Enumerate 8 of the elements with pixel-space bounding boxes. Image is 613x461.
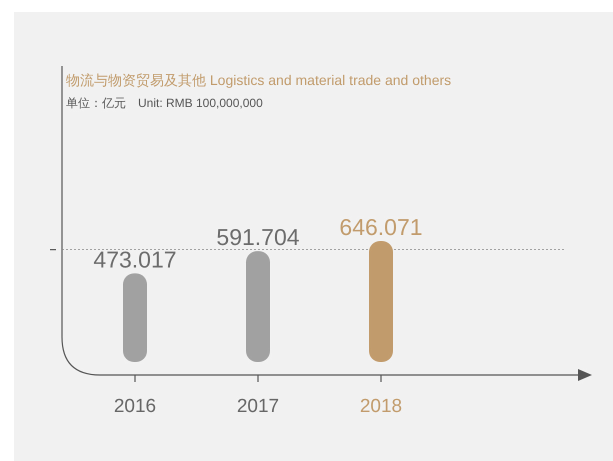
- x-tick-label: 2017: [236, 396, 280, 417]
- title: 物流与物资贸易及其他 Logistics and material trade and others: [66, 72, 452, 88]
- subtitle: 单位：亿元 Unit: RMB 100,000,000: [66, 96, 263, 110]
- x-tick-label: 2016: [114, 396, 156, 417]
- x-tick-label: 2018: [360, 396, 402, 417]
- data-label: 473.017: [93, 246, 177, 272]
- data-label: 646.071: [339, 214, 423, 240]
- data-label: 591.704: [216, 224, 300, 250]
